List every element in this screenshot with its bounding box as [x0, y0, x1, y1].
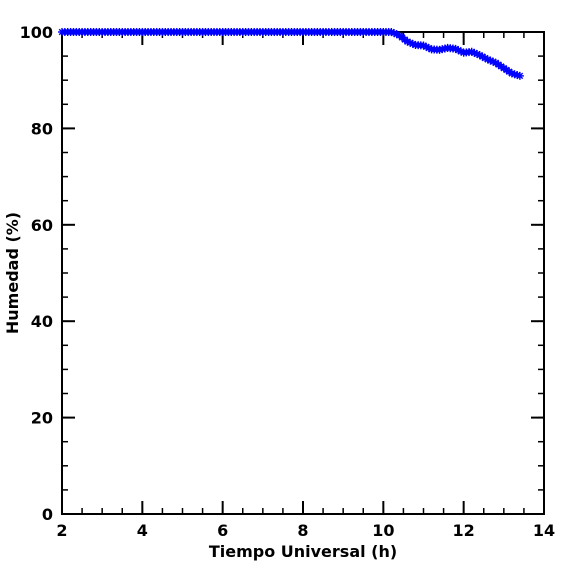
data-points	[58, 28, 524, 80]
x-tick-labels: 2 4 6 8 10 12 14	[56, 521, 555, 540]
y-tick-label: 0	[42, 505, 53, 524]
x-tick-label: 10	[372, 521, 394, 540]
y-tick-label: 40	[31, 312, 53, 331]
plot-frame	[61, 31, 545, 515]
y-tick-label: 20	[31, 409, 53, 428]
x-tick-label: 14	[533, 521, 555, 540]
x-axis-label: Tiempo Universal (h)	[209, 542, 397, 561]
y-axis-label: Humedad (%)	[3, 212, 22, 334]
y-tick-label: 80	[31, 119, 53, 138]
x-tick-label: 6	[217, 521, 228, 540]
x-tick-label: 4	[137, 521, 148, 540]
y-tick-label: 100	[20, 23, 53, 42]
x-tick-label: 12	[453, 521, 475, 540]
y-tick-labels: 0 20 40 60 80 100	[20, 23, 53, 524]
y-tick-label: 60	[31, 216, 53, 235]
data-point	[515, 71, 524, 80]
axis-ticks	[61, 31, 545, 515]
x-tick-label: 2	[56, 521, 67, 540]
data-point	[403, 37, 412, 46]
x-tick-label: 8	[297, 521, 308, 540]
